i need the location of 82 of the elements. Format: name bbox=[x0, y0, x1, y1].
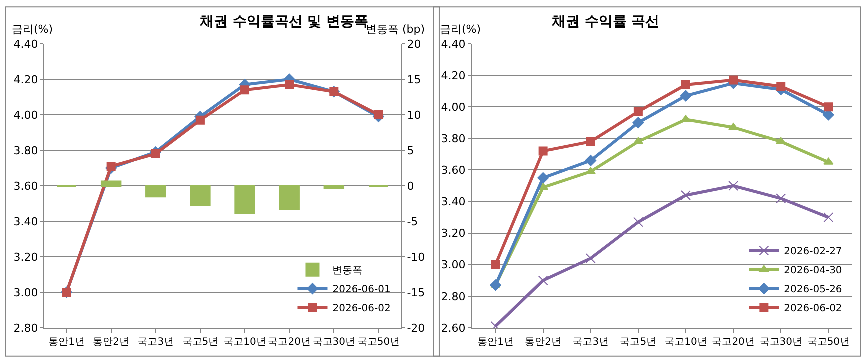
y-tick-label: 3.20 bbox=[441, 227, 466, 240]
point bbox=[633, 217, 644, 228]
y2-tick-label: 10 bbox=[407, 108, 422, 122]
y-tick-label: 3.40 bbox=[14, 215, 38, 228]
y2-axis-title: 변동폭 (bp) bbox=[366, 23, 426, 36]
x-tick-label: 국고5년 bbox=[620, 337, 657, 348]
x-tick-label: 국고30년 bbox=[760, 337, 802, 348]
point bbox=[585, 155, 597, 166]
point bbox=[538, 276, 548, 286]
x-tick-label: 국고5년 bbox=[182, 337, 219, 348]
point bbox=[240, 86, 250, 95]
y-tick-label: 4.40 bbox=[14, 38, 38, 51]
x-tick-label: 국고20년 bbox=[712, 337, 755, 348]
x-tick-label: 국고3년 bbox=[572, 337, 610, 348]
point bbox=[680, 90, 692, 102]
x-tick-label: 통안2년 bbox=[525, 337, 562, 348]
x-tick-label: 국고20년 bbox=[268, 337, 311, 348]
y-tick-label: 3.00 bbox=[441, 258, 466, 272]
point bbox=[680, 190, 691, 200]
legend-label: 2026-06-02 bbox=[332, 304, 391, 315]
y-tick-label: 4.00 bbox=[14, 108, 38, 122]
y-tick-label: 4.40 bbox=[441, 38, 466, 51]
y2-tick-label: 15 bbox=[407, 73, 422, 86]
y-tick-label: 4.20 bbox=[441, 69, 466, 82]
point bbox=[776, 194, 786, 204]
y-axis-title: 금리(%) bbox=[12, 23, 54, 36]
y-tick-label: 3.20 bbox=[14, 250, 38, 264]
x-tick-label: 통안2년 bbox=[93, 337, 130, 348]
chart-title: 채권 수익률 곡선 bbox=[551, 14, 660, 30]
point bbox=[285, 80, 294, 90]
y-tick-label: 3.60 bbox=[14, 180, 38, 193]
point bbox=[586, 137, 596, 146]
y-tick-label: 4.00 bbox=[441, 100, 466, 114]
y2-tick-label: 0 bbox=[407, 180, 414, 193]
y2-tick-label: -20 bbox=[407, 322, 426, 335]
point bbox=[824, 158, 834, 165]
y-tick-label: 2.80 bbox=[441, 290, 466, 304]
x-tick-label: 국고3년 bbox=[138, 337, 174, 348]
legend-label: 2026-05-26 bbox=[784, 284, 842, 296]
point bbox=[586, 254, 596, 264]
point bbox=[151, 150, 160, 159]
point bbox=[776, 82, 786, 92]
point bbox=[728, 181, 739, 191]
point bbox=[824, 212, 834, 223]
point bbox=[491, 260, 500, 270]
x-tick-label: 통안1년 bbox=[478, 337, 514, 348]
y-tick-label: 3.80 bbox=[14, 144, 38, 158]
point bbox=[196, 116, 205, 125]
y2-tick-label: 20 bbox=[407, 38, 422, 51]
y2-tick-label: -5 bbox=[407, 215, 418, 228]
legend-label: 2026-02-27 bbox=[784, 246, 842, 258]
y2-tick-label: -15 bbox=[407, 286, 426, 300]
point bbox=[681, 80, 690, 90]
y-tick-label: 2.60 bbox=[441, 322, 466, 335]
y-axis-title: 금리(%) bbox=[440, 23, 482, 36]
x-tick-label: 국고50년 bbox=[357, 337, 400, 348]
point bbox=[538, 172, 550, 184]
legend-label: 2026-06-02 bbox=[784, 304, 842, 315]
y-tick-label: 4.20 bbox=[14, 73, 38, 86]
y-tick-label: 3.00 bbox=[14, 286, 38, 300]
x-tick-label: 국고10년 bbox=[664, 337, 708, 348]
x-tick-label: 국고30년 bbox=[312, 337, 356, 348]
y-tick-label: 3.40 bbox=[441, 196, 466, 209]
y-tick-label: 3.80 bbox=[441, 132, 466, 146]
point bbox=[729, 76, 738, 85]
point bbox=[632, 117, 644, 129]
x-tick-label: 통안1년 bbox=[48, 337, 85, 348]
point bbox=[634, 107, 643, 116]
point bbox=[490, 280, 502, 292]
legend-label: 변동폭 bbox=[332, 266, 363, 277]
x-tick-label: 국고10년 bbox=[224, 337, 266, 348]
point bbox=[374, 110, 384, 120]
y-tick-label: 2.80 bbox=[14, 322, 38, 335]
legend-label: 2026-04-30 bbox=[784, 266, 842, 277]
point bbox=[538, 146, 548, 156]
point bbox=[106, 162, 116, 171]
y2-tick-label: 5 bbox=[407, 144, 414, 158]
legend-label: 2026-06-01 bbox=[332, 284, 391, 296]
point bbox=[824, 102, 834, 112]
y2-tick-label: -10 bbox=[407, 250, 426, 264]
x-tick-label: 국고50년 bbox=[807, 337, 850, 348]
y-tick-label: 3.60 bbox=[441, 164, 466, 178]
